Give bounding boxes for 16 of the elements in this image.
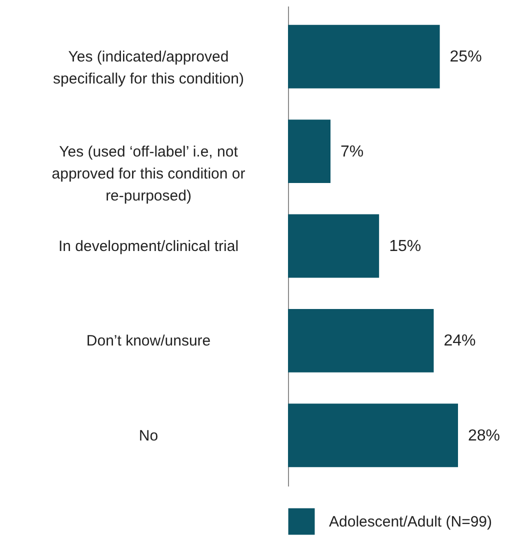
y-tick-label: Yes (used ‘off-label’ i.e, not approved for this condition or re-purposed) [52,143,246,204]
y-tick-label: Don’t know/unsure [86,332,211,350]
data-label: 15% [389,238,422,255]
y-tick-label: No [138,427,158,444]
bar [288,308,434,372]
bar [288,120,330,184]
y-tick-label: Yes (indicated/approved specifically for this condition) [53,48,244,88]
data-label: 28% [468,427,500,444]
bar [288,404,458,468]
bar [288,24,440,88]
bar [288,214,380,278]
data-label: 24% [444,332,476,350]
y-tick-label: In development/clinical trial [58,238,239,255]
data-label: 25% [450,48,482,66]
data-label: 7% [340,143,364,160]
legend-label: Adolescent/Adult (N=99) [329,514,492,530]
